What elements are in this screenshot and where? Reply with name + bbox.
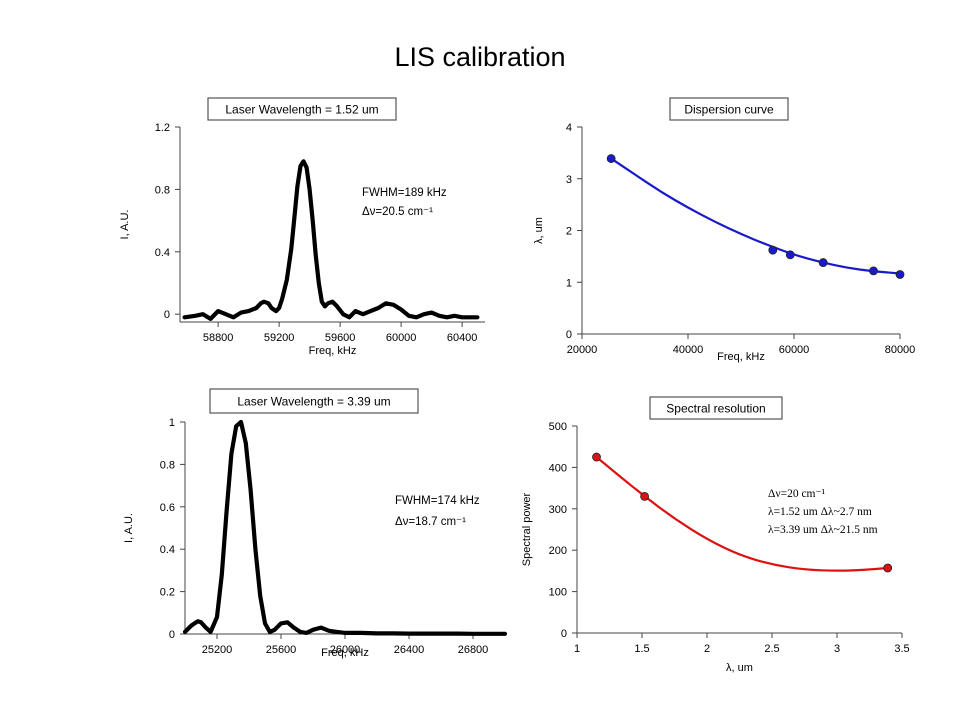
y-tick-label: 1 — [169, 417, 175, 429]
annotation-text: λ=3.39 um Δλ~21.5 nm — [768, 524, 878, 536]
chart-title: Dispersion curve — [684, 103, 774, 117]
x-axis-label: Freq, kHz — [321, 647, 369, 659]
data-point — [768, 245, 778, 255]
y-tick-label: 0.6 — [160, 502, 175, 514]
chart-title-box — [669, 97, 789, 121]
x-tick-label: 25200 — [202, 644, 233, 656]
x-tick-label: 1.5 — [634, 643, 649, 655]
chart-title: Spectral resolution — [666, 402, 765, 416]
data-point — [592, 452, 601, 462]
x-tick-label: 26400 — [394, 644, 425, 656]
chart-laser-3-39: 0 0.2 0.4 0.6 0.8 1 25200 25600 26000 26400 26800 F… — [123, 388, 508, 659]
x-tick-label: 26000 — [330, 644, 361, 656]
y-axis-label: I, A.U. — [119, 210, 131, 240]
x-axis-label: Freq, kHz — [717, 351, 765, 363]
x-tick-label: 26800 — [458, 644, 489, 656]
x-tick-label: 20000 — [567, 344, 598, 356]
y-tick-label: 0.8 — [160, 459, 175, 471]
x-tick-label: 25600 — [266, 644, 297, 656]
series-line — [182, 419, 508, 636]
page-title: LIS calibration — [394, 42, 566, 72]
y-tick-label: 0 — [566, 329, 572, 341]
data-point — [606, 154, 616, 163]
fit-curve — [610, 157, 901, 275]
annotation-text: Δν=20.5 cm⁻¹ — [362, 206, 433, 218]
y-axis-label: Spectral power — [521, 492, 533, 566]
chart-title-box — [649, 396, 783, 420]
x-tick-label: 1 — [574, 643, 580, 655]
annotation-text: FWHM=189 kHz — [362, 187, 447, 199]
y-tick-label: 0.4 — [160, 544, 175, 556]
y-tick-label: 0 — [561, 628, 567, 640]
annotation-text: Δν=20 cm⁻¹ — [768, 488, 826, 500]
y-tick-label: 2 — [566, 226, 572, 238]
y-tick-label: 1 — [566, 277, 572, 289]
chart-title-box — [209, 388, 419, 414]
chart-title: Laser Wavelength = 1.52 um — [225, 103, 378, 117]
data-point — [785, 250, 795, 260]
x-tick-label: 59600 — [325, 332, 356, 344]
y-tick-label: 0 — [169, 629, 175, 641]
annotation-text: FWHM=174 kHz — [395, 495, 480, 507]
y-tick-label: 0.2 — [160, 587, 175, 599]
annotation-text: λ=1.52 um Δλ~2.7 nm — [768, 506, 872, 518]
chart-laser-1-52: 0 0.4 0.8 1.2 58800 59200 59600 60000 60400 Freq,… — [119, 97, 485, 357]
x-tick-label: 60400 — [447, 332, 478, 344]
y-tick-label: 500 — [549, 421, 567, 433]
x-tick-label: 2.5 — [764, 643, 779, 655]
x-axis-label: λ, um — [726, 662, 753, 674]
y-tick-label: 100 — [549, 587, 567, 599]
chart-dispersion-curve: 0 1 2 3 4 20000 40000 60000 80000 Freq, kHz λ, um D… — [533, 97, 916, 363]
x-axis-label: Freq, kHz — [309, 345, 357, 357]
chart-title: Laser Wavelength = 3.39 um — [237, 395, 390, 409]
x-tick-label: 2 — [704, 643, 710, 655]
y-tick-label: 1.2 — [155, 122, 170, 134]
x-tick-label: 59200 — [264, 332, 295, 344]
x-tick-label: 58800 — [203, 332, 234, 344]
data-point — [640, 491, 650, 501]
fit-curve — [595, 456, 888, 572]
chart-title-box — [207, 97, 397, 121]
y-tick-label: 400 — [549, 462, 567, 474]
x-tick-label: 3 — [834, 643, 840, 655]
y-axis-label: I, A.U. — [123, 513, 135, 543]
y-tick-label: 4 — [566, 122, 572, 134]
x-tick-label: 60000 — [386, 332, 417, 344]
data-point — [883, 563, 893, 573]
data-point — [818, 258, 828, 267]
x-tick-label: 80000 — [885, 344, 916, 356]
data-point — [869, 266, 878, 276]
x-tick-label: 3.5 — [894, 643, 909, 655]
data-point — [895, 270, 905, 279]
series-line — [182, 159, 480, 321]
y-tick-label: 200 — [549, 545, 567, 557]
y-tick-label: 0.4 — [155, 247, 170, 259]
x-tick-label: 60000 — [779, 344, 810, 356]
y-axis-label: λ, um — [533, 217, 545, 244]
y-tick-label: 3 — [566, 174, 572, 186]
x-tick-label: 40000 — [673, 344, 704, 356]
y-tick-label: 300 — [549, 504, 567, 516]
annotation-text: Δν=18.7 cm⁻¹ — [395, 516, 466, 528]
y-tick-label: 0.8 — [155, 184, 170, 196]
y-tick-label: 0 — [164, 309, 170, 321]
chart-spectral-resolution: 0 100 200 300 400 500 1 1.5 2 2.5 3 3.5 λ, um Spectra… — [521, 396, 910, 674]
